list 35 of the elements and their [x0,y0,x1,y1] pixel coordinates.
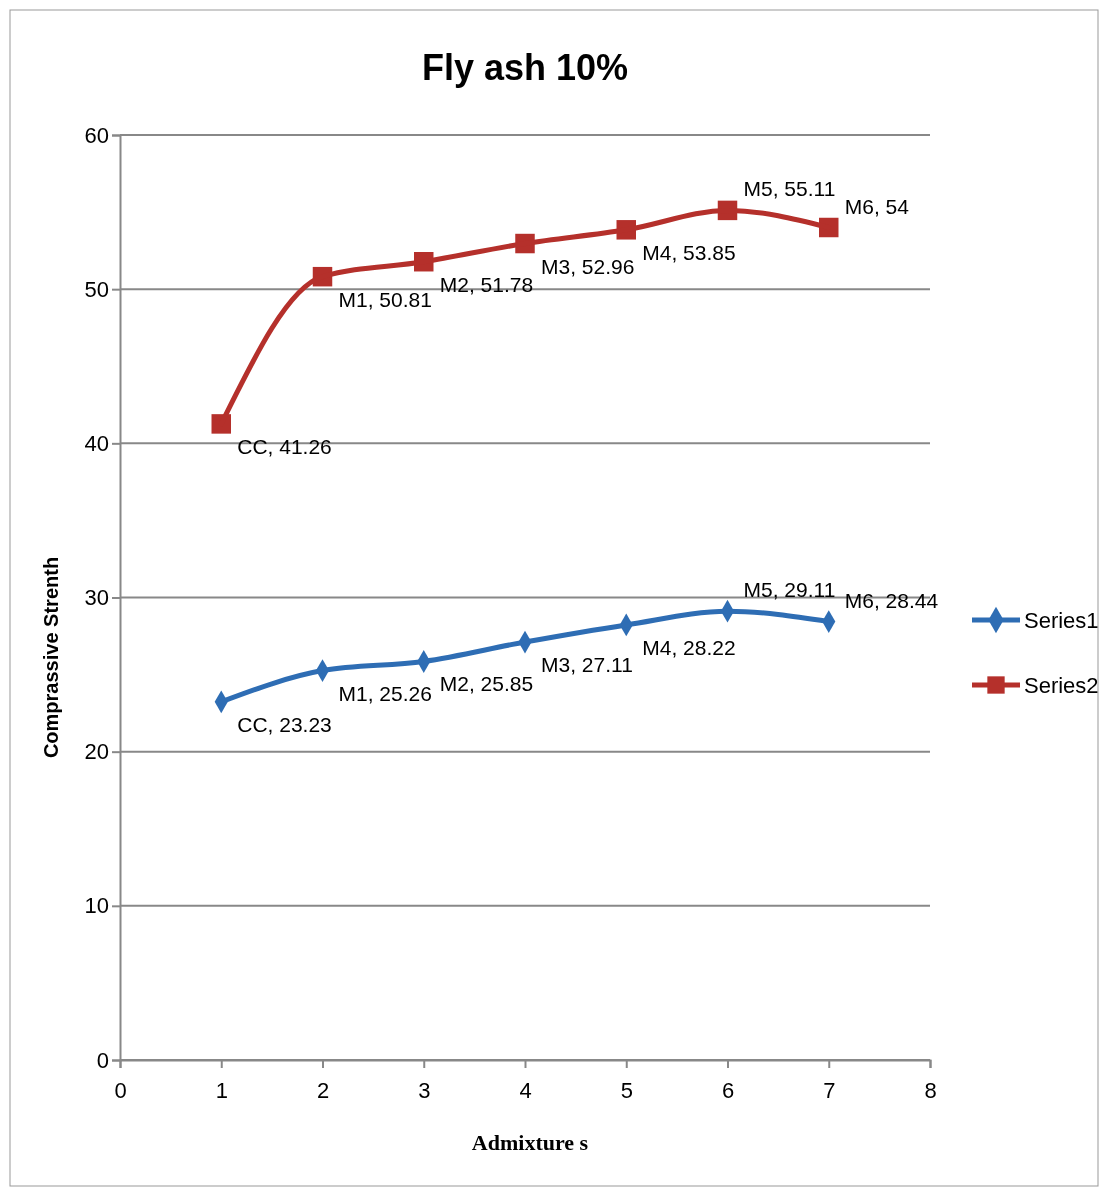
x-tick-label: 6 [721,1077,735,1103]
data-label: M3, 27.11 [541,653,633,677]
x-tick-label: 5 [620,1077,633,1103]
x-tick-label: 0 [114,1077,127,1103]
y-tick-label: 60 [84,122,109,148]
y-tick-label: 30 [84,585,109,611]
data-label: CC, 23.23 [237,712,332,736]
data-label: M5, 55.11 [743,177,836,201]
data-label: M2, 51.78 [439,272,534,296]
legend-label: Series1 [1024,608,1099,633]
data-label: M5, 29.11 [743,578,836,602]
data-label: M1, 50.81 [338,287,432,311]
data-label: CC, 41.26 [237,434,332,458]
data-label: M1, 25.26 [338,681,432,705]
x-tick-label: 2 [316,1077,330,1103]
y-tick-label: 20 [84,739,109,765]
y-axis-title: Comprassive Strenth [40,556,62,759]
data-label: M3, 52.96 [541,254,635,278]
x-tick-label: 4 [519,1077,532,1103]
data-label: M6, 54 [844,194,910,218]
legend-label: Series2 [1024,673,1099,698]
y-tick-label: 40 [84,430,109,456]
data-label: M4, 53.85 [642,240,736,264]
data-label: M4, 28.22 [642,635,736,659]
data-label: M2, 25.85 [439,672,534,696]
y-tick-label: 50 [84,276,109,302]
x-tick-label: 3 [418,1077,431,1103]
x-tick-label: 7 [823,1077,836,1103]
chart-title: Fly ash 10% [421,47,629,88]
y-tick-label: 10 [84,893,109,919]
x-tick-label: 1 [215,1077,228,1103]
x-axis-title: Admixture s [471,1130,589,1155]
y-tick-label: 0 [96,1047,109,1073]
data-label: M6, 28.44 [844,588,939,612]
x-tick-label: 8 [924,1077,937,1103]
